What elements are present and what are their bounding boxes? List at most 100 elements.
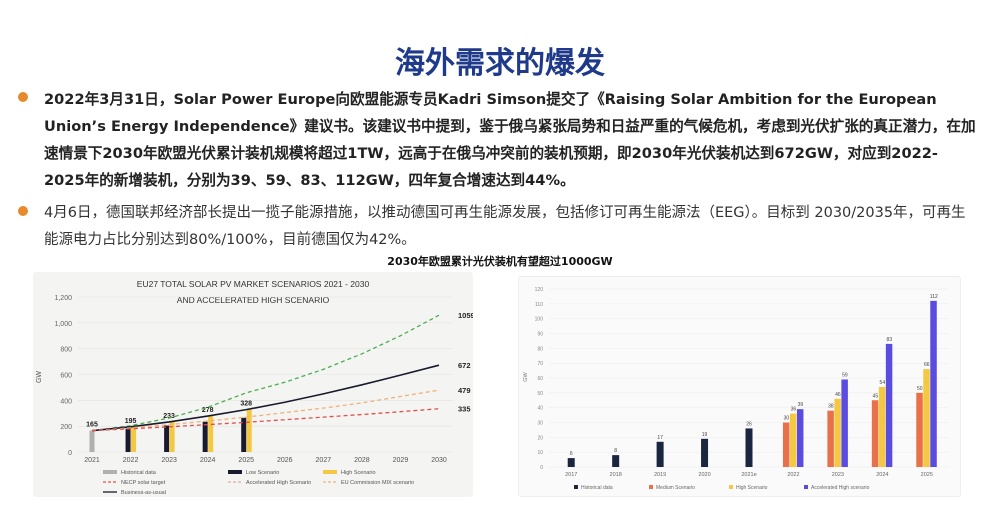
legend-label: EU Commission MIX scenario xyxy=(341,480,414,486)
bar-value-label: 54 xyxy=(880,380,886,386)
bar-accelerated-scenario xyxy=(930,300,937,467)
series-end-label: 479 xyxy=(458,386,471,395)
y-tick-label: 400 xyxy=(60,398,72,405)
legend-swatch xyxy=(649,485,653,489)
bar-high-scenario xyxy=(169,421,175,452)
page-title: 海外需求的爆发 xyxy=(395,46,605,81)
x-tick-label: 2020 xyxy=(698,472,710,478)
legend-swatch xyxy=(729,485,733,489)
bar-value-label: 46 xyxy=(835,392,841,398)
y-tick-label: 60 xyxy=(537,376,543,382)
y-tick-label: 40 xyxy=(537,406,543,412)
bar-value-label: 112 xyxy=(930,294,938,300)
x-tick-label: 2030 xyxy=(431,457,447,464)
legend-label: Accelerated High scenario xyxy=(811,485,870,491)
bar-accelerated-scenario xyxy=(796,409,804,467)
legend-swatch xyxy=(804,485,808,489)
bar-accelerated-scenario xyxy=(841,379,848,467)
annual-bar-chart-panel: GW 0 10 20 30 40 50 60 70 80 90 100 110 120 2017 2018 20… xyxy=(518,276,961,497)
legend-swatch xyxy=(103,470,117,474)
bar-low-scenario xyxy=(241,417,247,452)
x-tick-label: 2027 xyxy=(316,457,332,464)
bar-accelerated-scenario xyxy=(885,343,893,467)
bar-value-label: 165 xyxy=(86,422,98,429)
bullet-text: 4月6日，德国联邦经济部长提出一揽子能源措施，以推动德国可再生能源发展，包括修订… xyxy=(44,205,966,248)
bar-historical xyxy=(701,438,709,467)
bar-low-scenario xyxy=(164,425,170,452)
bullet-germany-eeg: 4月6日，德国联邦经济部长提出一揽子能源措施，以推动德国可再生能源发展，包括修订… xyxy=(18,200,978,254)
y-tick-label: 10 xyxy=(537,450,543,456)
bar-value-label: 6 xyxy=(570,451,573,457)
legend-label: Accelerated High Scenario xyxy=(246,480,311,486)
y-tick-label: 0 xyxy=(540,465,543,471)
bar-value-label: 19 xyxy=(702,432,708,438)
legend-label: High Scenario xyxy=(341,470,376,476)
annual-bar-chart: GW 0 10 20 30 40 50 60 70 80 90 100 110 120 2017 2018 20… xyxy=(523,287,949,491)
legend-swatch xyxy=(228,470,242,474)
bar-value-label: 83 xyxy=(887,337,893,343)
y-tick-label: 1,000 xyxy=(54,321,72,328)
x-tick-label: 2026 xyxy=(277,457,293,464)
legend-label: Low Scenario xyxy=(246,470,279,476)
x-tick-label: 2018 xyxy=(610,472,622,478)
bar-high-scenario xyxy=(131,426,137,452)
bar-high-scenario xyxy=(923,369,930,467)
bullet-dot-icon xyxy=(18,92,28,102)
y-tick-label: 200 xyxy=(60,424,72,431)
y-tick-label: 30 xyxy=(537,421,543,427)
bar-value-label: 195 xyxy=(125,418,137,425)
scenario-line-chart: EU27 TOTAL SOLAR PV MARKET SCENARIOS 202… xyxy=(36,279,475,496)
bar-high-scenario xyxy=(789,413,797,467)
bar-value-label: 30 xyxy=(784,416,790,422)
x-tick-label: 2025 xyxy=(238,457,254,464)
y-tick-label: 800 xyxy=(60,347,72,354)
x-tick-label: 2023 xyxy=(161,457,177,464)
bar-historical xyxy=(656,441,664,467)
y-axis-label: GW xyxy=(523,371,529,381)
bar-low-scenario xyxy=(202,421,208,452)
bullet-dot-icon xyxy=(18,206,28,216)
y-tick-label: 100 xyxy=(535,317,544,323)
bar-value-label: 26 xyxy=(746,421,752,427)
series-line xyxy=(91,408,440,432)
x-tick-label: 2028 xyxy=(354,457,370,464)
x-tick-label: 2024 xyxy=(876,472,888,478)
bar-medium-scenario xyxy=(827,410,834,467)
legend-label: High Scenario xyxy=(736,485,768,491)
bar-historical xyxy=(89,430,95,452)
x-tick-label: 2019 xyxy=(654,472,666,478)
y-tick-label: 110 xyxy=(535,302,543,308)
bar-historical xyxy=(567,458,575,467)
x-tick-label: 2023 xyxy=(832,472,844,478)
series-line xyxy=(91,389,440,432)
bar-value-label: 8 xyxy=(614,448,617,454)
y-axis-label: GW xyxy=(36,371,43,383)
bar-value-label: 36 xyxy=(791,407,797,413)
bar-value-label: 278 xyxy=(202,407,214,414)
x-tick-label: 2021 xyxy=(84,457,100,464)
y-tick-label: 70 xyxy=(537,361,543,367)
bar-medium-scenario xyxy=(916,392,923,467)
series-end-label: 1059 xyxy=(458,311,473,320)
y-tick-label: 50 xyxy=(537,391,543,397)
legend-label: Medium Scenario xyxy=(656,485,695,491)
bar-historical xyxy=(745,428,753,467)
chart-subtitle: AND ACCELERATED HIGH SCENARIO xyxy=(177,295,330,305)
bar-value-label: 38 xyxy=(828,404,834,410)
x-tick-label: 2029 xyxy=(393,457,409,464)
bar-value-label: 39 xyxy=(798,402,804,408)
bar-low-scenario xyxy=(125,428,131,452)
series-end-label: 335 xyxy=(458,405,471,414)
legend-swatch xyxy=(323,470,337,474)
series-line xyxy=(91,314,440,432)
bar-value-label: 59 xyxy=(842,372,848,378)
legend-label: Business-as-usual xyxy=(121,490,166,496)
legend-label: Historical data xyxy=(581,485,613,491)
legend-label: NECP solar target xyxy=(121,480,166,486)
y-tick-label: 90 xyxy=(537,332,543,338)
series-line xyxy=(91,364,440,432)
y-tick-label: 120 xyxy=(535,287,544,293)
bar-value-label: 66 xyxy=(924,362,930,368)
x-tick-label: 2024 xyxy=(200,457,216,464)
chart-caption: 2030年欧盟累计光伏装机有望超过1000GW xyxy=(387,255,613,268)
